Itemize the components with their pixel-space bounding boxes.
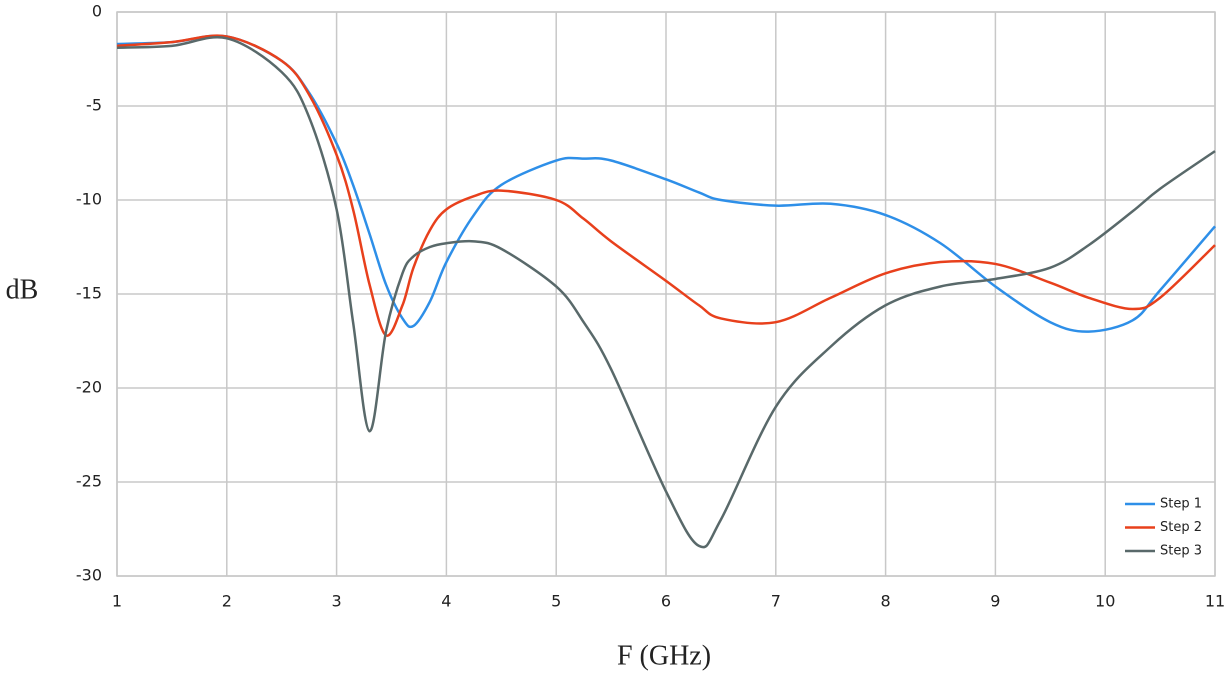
y-tick-label: -10 (76, 190, 102, 209)
y-axis-label: dB (6, 274, 39, 305)
x-tick-label: 10 (1095, 592, 1115, 611)
y-tick-label: -5 (86, 96, 102, 115)
y-tick-label: 0 (92, 2, 102, 21)
legend-label: Step 1 (1160, 497, 1202, 512)
y-tick-label: -30 (76, 566, 102, 585)
y-tick-label: -15 (76, 284, 102, 303)
x-tick-label: 4 (441, 592, 451, 611)
x-axis-label: F (GHz) (617, 640, 711, 671)
x-tick-label: 6 (661, 592, 671, 611)
y-tick-label: -20 (76, 378, 102, 397)
series-line (116, 34, 1216, 337)
legend-label: Step 2 (1160, 520, 1202, 535)
x-tick-label: 2 (222, 592, 232, 611)
y-tick-label: -25 (76, 472, 102, 491)
x-tick-label: 5 (551, 592, 561, 611)
series-line (116, 34, 1216, 333)
x-tick-label: 7 (771, 592, 781, 611)
x-tick-label: 9 (990, 592, 1000, 611)
x-tick-label: 8 (881, 592, 891, 611)
legend-label: Step 3 (1160, 544, 1202, 559)
x-tick-label: 3 (332, 592, 342, 611)
x-tick-label: 11 (1205, 592, 1225, 611)
x-tick-label: 1 (112, 592, 122, 611)
series-line (116, 36, 1216, 549)
plot-frame (116, 11, 1216, 577)
